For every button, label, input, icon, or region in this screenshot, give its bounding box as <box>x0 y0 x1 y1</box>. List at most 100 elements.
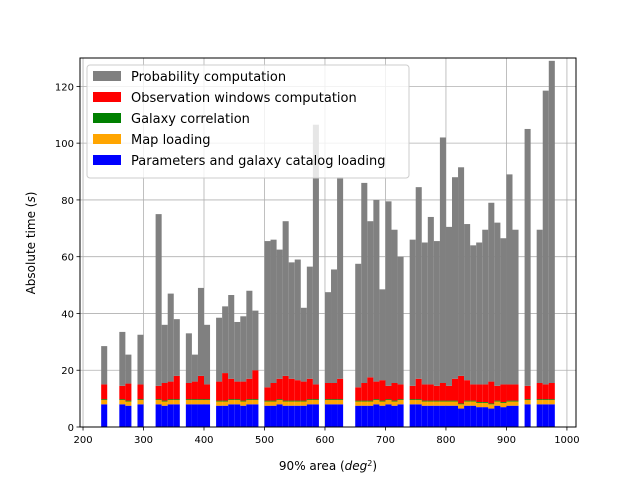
bar-segment <box>306 266 313 379</box>
bar-segment <box>246 290 253 379</box>
bar-segment <box>216 317 223 382</box>
bar-segment <box>228 404 235 427</box>
bar-segment <box>536 400 543 405</box>
bar-segment <box>415 400 422 405</box>
bar-segment <box>488 202 495 382</box>
bar-segment <box>512 384 519 401</box>
bar-segment <box>288 262 295 379</box>
x-tick-label: 900 <box>497 435 516 446</box>
bar-segment <box>506 400 513 402</box>
bar-segment <box>161 401 168 406</box>
bar-segment <box>379 380 386 401</box>
bar-segment <box>167 400 174 405</box>
bar-segment <box>512 405 519 427</box>
bar-segment <box>494 405 501 427</box>
legend-swatch <box>93 71 121 81</box>
bar-segment <box>306 404 313 427</box>
bar-segment <box>173 404 180 427</box>
bar-segment <box>415 399 422 401</box>
bar-segment <box>312 400 319 405</box>
bar-segment <box>439 137 446 384</box>
bar-segment <box>439 401 446 406</box>
bars <box>101 60 555 427</box>
bar-segment <box>391 400 398 402</box>
bar-segment <box>246 404 253 427</box>
bar-segment <box>355 263 362 388</box>
x-tick-label: 700 <box>376 435 395 446</box>
bar-segment <box>337 404 344 427</box>
bar-segment <box>409 400 416 405</box>
bar-segment <box>300 400 307 402</box>
bar-segment <box>240 316 247 382</box>
bar-segment <box>324 404 332 427</box>
legend-label: Galaxy correlation <box>131 112 250 127</box>
bar-segment <box>270 400 277 402</box>
bar-segment <box>476 402 483 403</box>
bar-segment <box>197 404 204 427</box>
bar-segment <box>536 229 543 384</box>
bar-segment <box>185 399 192 401</box>
bar-segment <box>367 401 374 406</box>
bar-segment <box>482 384 489 403</box>
bar-segment <box>234 381 241 400</box>
bar-segment <box>361 383 368 401</box>
bar-segment <box>379 405 386 427</box>
bar-segment <box>464 401 471 406</box>
bar-segment <box>270 405 277 427</box>
bar-segment <box>288 378 295 401</box>
bar-segment <box>445 226 452 386</box>
x-tick-label: 400 <box>194 435 213 446</box>
bar-segment <box>355 405 362 427</box>
bar-segment <box>324 292 332 384</box>
y-tick-label: 40 <box>61 309 74 320</box>
bar-segment <box>379 400 386 402</box>
bar-segment <box>433 400 440 402</box>
bar-segment <box>252 310 259 371</box>
bar-segment <box>373 399 380 401</box>
bar-segment <box>506 405 513 427</box>
bar-segment <box>300 307 307 382</box>
bar-segment <box>294 405 301 427</box>
bar-segment <box>294 259 301 381</box>
bar-segment <box>536 404 543 427</box>
bar-segment <box>240 405 247 427</box>
bar-segment <box>234 399 241 401</box>
bar-segment <box>185 400 192 405</box>
bar-segment <box>155 385 162 400</box>
bar-segment <box>409 239 416 386</box>
bar-segment <box>373 400 380 405</box>
bar-segment <box>204 324 211 385</box>
bar-segment <box>445 401 452 406</box>
bar-segment <box>494 385 501 401</box>
bar-segment <box>355 387 362 401</box>
legend-swatch <box>93 134 121 144</box>
bar-segment <box>161 405 168 427</box>
bar-segment <box>373 381 380 400</box>
bar-segment <box>300 401 307 406</box>
bar-segment <box>488 404 495 409</box>
x-tick-label: 800 <box>436 435 455 446</box>
bar-segment <box>476 242 483 385</box>
bar-segment <box>222 373 229 401</box>
bar-segment <box>433 405 440 427</box>
bar-segment <box>155 214 162 386</box>
bar-segment <box>197 287 204 376</box>
bar-segment <box>470 400 477 402</box>
bar-segment <box>191 381 198 400</box>
bar-segment <box>331 269 338 384</box>
bar-segment <box>252 400 259 405</box>
bar-segment <box>427 400 434 402</box>
bar-segment <box>361 401 368 406</box>
bar-segment <box>119 331 126 386</box>
bar-segment <box>494 400 501 402</box>
bar-segment <box>264 405 271 427</box>
bar-segment <box>409 404 416 427</box>
bar-segment <box>421 242 428 385</box>
bar-segment <box>512 401 519 406</box>
bar-segment <box>246 400 253 405</box>
bar-segment <box>252 399 259 401</box>
bar-segment <box>385 400 392 405</box>
bar-segment <box>367 221 374 378</box>
bar-segment <box>234 400 241 405</box>
